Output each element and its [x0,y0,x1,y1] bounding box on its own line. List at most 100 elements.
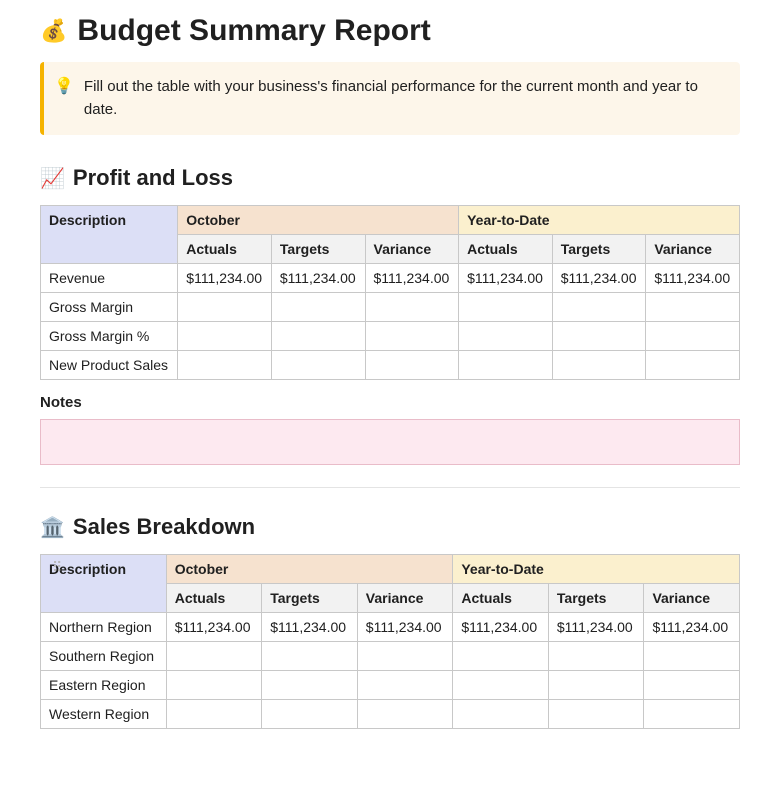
row-description[interactable]: New Product Sales [41,351,178,380]
col-p1-actuals: Actuals [166,584,262,613]
row-description[interactable]: Gross Margin [41,293,178,322]
sales-breakdown-table: Description October Year-to-Date Actuals… [40,554,740,729]
cell-value[interactable] [178,293,272,322]
cell-value[interactable] [646,351,740,380]
cell-value[interactable] [357,671,453,700]
col-p1-targets: Targets [262,584,358,613]
row-description[interactable]: Western Region [41,700,167,729]
money-bag-icon: 💰 [40,18,67,44]
cell-value[interactable]: $111,234.00 [548,613,644,642]
cell-value[interactable]: $111,234.00 [178,264,272,293]
sales-breakdown-heading-text: Sales Breakdown [73,514,255,540]
cell-value[interactable]: $111,234.00 [262,613,358,642]
table-row: New Product Sales [41,351,740,380]
col-period2: Year-to-Date [459,206,740,235]
cell-value[interactable] [644,671,740,700]
cell-value[interactable] [548,642,644,671]
row-description[interactable]: Southern Region [41,642,167,671]
page-title: 💰 Budget Summary Report [40,14,740,48]
profit-loss-body: Revenue$111,234.00$111,234.00$111,234.00… [41,264,740,380]
table-row: Southern Region [41,642,740,671]
cell-value[interactable]: $111,234.00 [166,613,262,642]
col-description: Description [41,206,178,264]
cell-value[interactable] [548,700,644,729]
cell-value[interactable]: $111,234.00 [453,613,549,642]
col-period1: October [166,555,453,584]
profit-loss-table: Description October Year-to-Date Actuals… [40,205,740,380]
cell-value[interactable] [644,700,740,729]
cell-value[interactable]: $111,234.00 [357,613,453,642]
col-p1-actuals: Actuals [178,235,272,264]
col-p2-variance: Variance [644,584,740,613]
table-row: Gross Margin [41,293,740,322]
profit-loss-heading: 📈 Profit and Loss [40,165,740,191]
cell-value[interactable] [178,351,272,380]
cell-value[interactable] [166,642,262,671]
drag-handle-icon[interactable]: ⠿ [52,564,60,570]
cell-value[interactable] [357,700,453,729]
cell-value[interactable] [552,322,646,351]
col-p2-targets: Targets [552,235,646,264]
cell-value[interactable] [548,671,644,700]
cell-value[interactable] [262,700,358,729]
col-p2-actuals: Actuals [459,235,553,264]
page-title-text: Budget Summary Report [77,14,430,48]
col-period2: Year-to-Date [453,555,740,584]
cell-value[interactable]: $111,234.00 [644,613,740,642]
notes-input[interactable] [40,419,740,465]
cell-value[interactable] [459,293,553,322]
cell-value[interactable] [453,642,549,671]
cell-value[interactable] [357,642,453,671]
cell-value[interactable]: $111,234.00 [646,264,740,293]
info-callout: 💡 Fill out the table with your business'… [40,62,740,135]
cell-value[interactable]: $111,234.00 [271,264,365,293]
cell-value[interactable] [365,293,459,322]
cell-value[interactable]: $111,234.00 [459,264,553,293]
cell-value[interactable] [646,322,740,351]
table-row: Gross Margin % [41,322,740,351]
col-period1: October [178,206,459,235]
cell-value[interactable] [552,293,646,322]
col-p2-targets: Targets [548,584,644,613]
cell-value[interactable] [644,642,740,671]
profit-loss-heading-text: Profit and Loss [73,165,233,191]
callout-text: Fill out the table with your business's … [84,76,726,121]
row-description[interactable]: Revenue [41,264,178,293]
cell-value[interactable] [262,671,358,700]
cell-value[interactable] [271,351,365,380]
cell-value[interactable] [271,322,365,351]
cell-value[interactable] [365,351,459,380]
table-row: Northern Region$111,234.00$111,234.00$11… [41,613,740,642]
cell-value[interactable]: $111,234.00 [552,264,646,293]
cell-value[interactable] [453,700,549,729]
row-description[interactable]: Gross Margin % [41,322,178,351]
cell-value[interactable] [365,322,459,351]
table-row: Western Region [41,700,740,729]
cell-value[interactable] [166,700,262,729]
cell-value[interactable] [262,642,358,671]
col-p2-variance: Variance [646,235,740,264]
section-divider [40,487,740,488]
sales-breakdown-heading: 🏛️ Sales Breakdown [40,514,740,540]
cell-value[interactable] [646,293,740,322]
sales-breakdown-body: Northern Region$111,234.00$111,234.00$11… [41,613,740,729]
table-row: Eastern Region [41,671,740,700]
row-description[interactable]: Eastern Region [41,671,167,700]
row-description[interactable]: Northern Region [41,613,167,642]
col-p2-actuals: Actuals [453,584,549,613]
notes-label: Notes [40,394,740,411]
chart-increasing-icon: 📈 [40,166,65,191]
cell-value[interactable] [271,293,365,322]
bank-icon: 🏛️ [40,515,65,540]
cell-value[interactable] [453,671,549,700]
col-p1-targets: Targets [271,235,365,264]
cell-value[interactable] [166,671,262,700]
cell-value[interactable] [552,351,646,380]
cell-value[interactable] [178,322,272,351]
cell-value[interactable] [459,351,553,380]
col-p1-variance: Variance [357,584,453,613]
table-row: Revenue$111,234.00$111,234.00$111,234.00… [41,264,740,293]
cell-value[interactable]: $111,234.00 [365,264,459,293]
col-p1-variance: Variance [365,235,459,264]
cell-value[interactable] [459,322,553,351]
